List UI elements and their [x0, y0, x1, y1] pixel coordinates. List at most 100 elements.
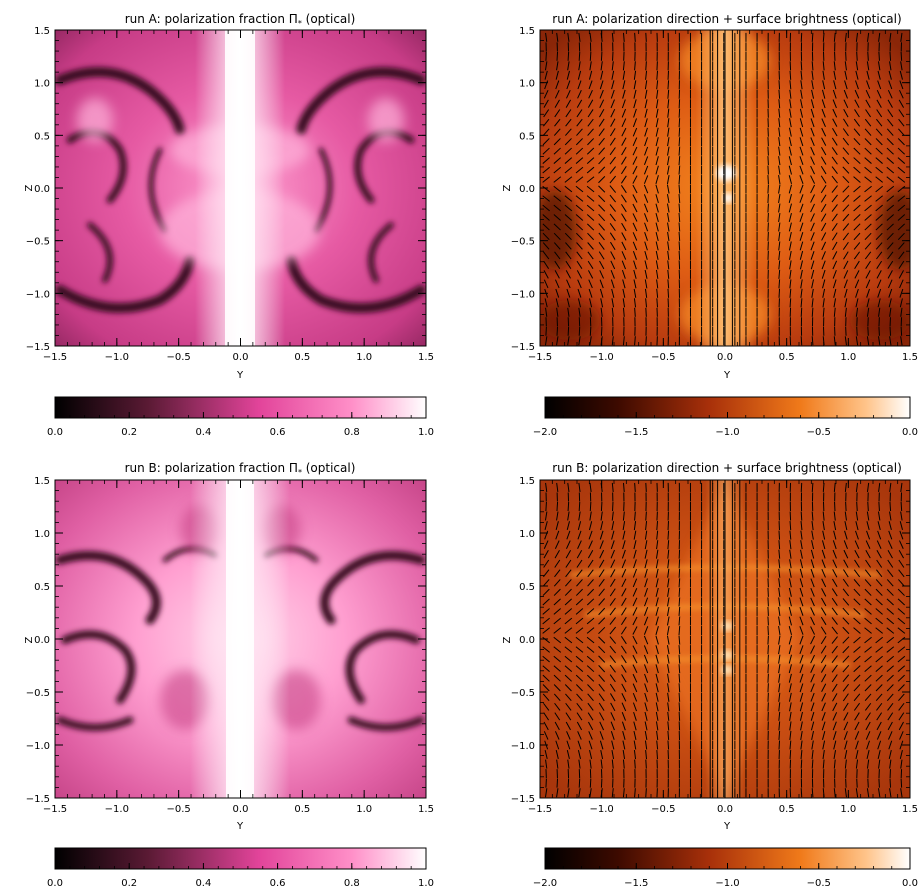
polarization-vector [864, 232, 872, 241]
polarization-vector [864, 684, 872, 692]
polarization-vector [832, 702, 838, 712]
polarization-vector [810, 549, 815, 559]
polarization-vector [543, 260, 550, 269]
polarization-vector [587, 588, 595, 596]
polarization-vector [843, 279, 848, 289]
polarization-vector [542, 579, 550, 587]
polarization-vector [667, 683, 670, 693]
polarization-vector [575, 166, 584, 174]
polarization-vector [542, 223, 550, 231]
polarization-vector [799, 184, 804, 194]
polarization-vector [598, 194, 606, 203]
polarization-vector [621, 597, 627, 607]
polarization-vector [789, 750, 792, 760]
polarization-vector [767, 635, 769, 645]
x-tick-label: 1.0 [356, 804, 372, 815]
polarization-vector [565, 550, 572, 559]
polarization-vector [598, 617, 606, 625]
polarization-vector [609, 156, 616, 165]
polarization-vector [875, 232, 883, 241]
polarization-vector [821, 702, 826, 712]
colorbar-tick-label: −0.5 [807, 427, 831, 438]
polarization-vector [633, 89, 637, 99]
polarization-vector [788, 606, 792, 616]
polarization-vector [553, 674, 561, 682]
panel-title: run A: polarization fraction Π* (optical… [125, 12, 356, 28]
polarization-vector [644, 673, 649, 683]
polarization-vector [821, 540, 826, 550]
polarization-vector [800, 521, 803, 531]
polarization-vector [556, 788, 559, 798]
polarization-vector [800, 511, 803, 521]
polarization-vector [822, 61, 825, 71]
polarization-vector [821, 137, 827, 146]
polarization-vector [599, 288, 604, 298]
polarization-vector [821, 597, 827, 607]
polarization-vector [678, 137, 681, 147]
polarization-vector [587, 712, 594, 721]
polarization-vector [853, 204, 861, 212]
polarization-vector [633, 279, 637, 289]
polarization-vector [566, 731, 571, 740]
polarization-vector [621, 232, 627, 241]
polarization-vector [588, 540, 593, 549]
polarization-vector [567, 759, 570, 769]
polarization-vector [843, 712, 849, 721]
polarization-vector [599, 99, 605, 109]
polarization-vector [822, 70, 825, 80]
polarization-vector [778, 568, 781, 578]
colorbar-tick-label: 0.8 [344, 878, 360, 889]
polarization-vector [566, 750, 570, 760]
polarization-vector [543, 99, 549, 108]
colorbar-tick-label: −1.5 [624, 427, 648, 438]
polarization-vector [667, 269, 670, 279]
polarization-vector [622, 307, 625, 317]
polarization-vector [644, 232, 648, 241]
polarization-vector [575, 617, 584, 625]
polarization-vector [600, 521, 604, 531]
polarization-vector [609, 578, 616, 587]
polarization-vector [900, 511, 903, 521]
polarization-vector [576, 579, 583, 587]
polarization-vector [678, 692, 681, 702]
polarization-vector [610, 549, 615, 559]
polarization-vector [576, 550, 583, 559]
polarization-vector [622, 279, 626, 289]
polarization-vector [866, 80, 871, 90]
polarization-vector [821, 693, 827, 702]
polarization-vector [800, 788, 803, 798]
polarization-vector [566, 279, 571, 289]
polarization-vector [820, 213, 827, 222]
polarization-vector [886, 617, 895, 625]
polarization-vector [598, 693, 605, 702]
polarization-vector [820, 184, 827, 194]
polarization-vector [554, 89, 560, 99]
polarization-vector [853, 588, 861, 596]
polarization-vector [844, 750, 848, 760]
polarization-vector [778, 127, 781, 137]
polarization-vector [842, 655, 850, 663]
polarization-vector [853, 214, 861, 221]
polarization-vector [634, 759, 636, 769]
polarization-vector [811, 540, 815, 550]
y-tick-label: 0.5 [34, 131, 50, 142]
y-tick-label: 0.0 [519, 635, 535, 646]
polarization-vector [821, 89, 826, 99]
polarization-vector [788, 203, 792, 213]
polarization-vector [897, 138, 905, 146]
polarization-vector [778, 606, 781, 616]
polarization-vector [542, 684, 550, 692]
y-axis-label: Z [502, 636, 513, 643]
polarization-vector [855, 288, 859, 298]
polarization-vector [644, 568, 648, 578]
polarization-vector [821, 222, 827, 232]
polarization-vector [611, 482, 614, 492]
colorbar-tick-label: 0.0 [47, 878, 63, 889]
polarization-vector [865, 721, 871, 731]
polarization-vector [778, 711, 781, 721]
polarization-vector [778, 184, 781, 194]
polarization-vector [877, 521, 881, 531]
polarization-vector [832, 693, 838, 702]
polarization-vector [644, 269, 648, 279]
polarization-vector [644, 597, 649, 607]
